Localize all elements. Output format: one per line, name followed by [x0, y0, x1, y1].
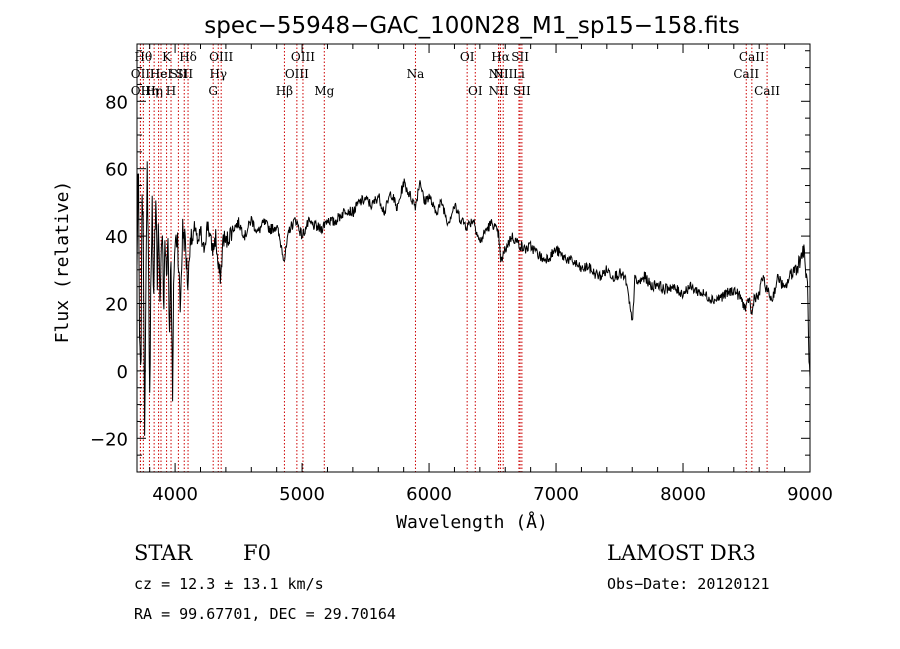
object-class: STAR: [134, 541, 193, 565]
x-tick-label: 6000: [406, 484, 452, 505]
emission-line-label: Hγ: [209, 67, 227, 81]
plot-frame: [136, 43, 811, 473]
x-tick-label: 4000: [152, 484, 198, 505]
emission-line-label: H: [166, 84, 176, 98]
emission-line-label: Hβ: [276, 84, 293, 98]
emission-line-label: CaII: [739, 50, 765, 64]
x-axis-label: Wavelength (Å): [396, 511, 548, 533]
x-tick-label: 9000: [787, 484, 833, 505]
y-tick-label: 20: [105, 294, 128, 315]
y-axis-ticks: −20 0 20 40 60 80: [90, 50, 810, 473]
x-tick-label: 5000: [279, 484, 325, 505]
y-axis-label: Flux (relative): [52, 181, 73, 344]
x-tick-label: 8000: [660, 484, 706, 505]
spectrum-trace-group: [136, 161, 811, 436]
emission-line-label: Na: [407, 67, 425, 81]
emission-line-label: Mg: [314, 84, 334, 98]
emission-line-markers: [139, 44, 768, 472]
y-tick-label: 0: [117, 362, 128, 383]
x-axis-ticks: 4000 5000 6000 7000 8000 9000: [149, 44, 833, 505]
emission-line-label: CaII: [733, 67, 759, 81]
emission-line-label: G: [208, 84, 218, 98]
emission-line-label: SII: [170, 67, 188, 81]
y-tick-label: 60: [105, 160, 128, 181]
emission-line-label: HeI: [150, 67, 173, 81]
y-tick-label: −20: [90, 429, 128, 450]
x-tick-label: 7000: [533, 484, 579, 505]
sky-coordinates: RA = 99.67701, DEC = 29.70164: [134, 605, 396, 623]
emission-line-labels: OIIOIIHθHηHηHeHeIKHSIISIIHδGHγOIIIHβOIII…: [131, 50, 780, 98]
spectrum-trace: [136, 161, 811, 436]
emission-line-label: OIII: [209, 50, 233, 64]
emission-line-label: Hδ: [179, 50, 197, 64]
emission-line-label: Hα: [491, 50, 510, 64]
y-tick-label: 80: [105, 92, 128, 113]
emission-line-label: CaII: [754, 84, 780, 98]
emission-line-label: SII: [175, 67, 193, 81]
observation-date: Obs−Date: 20120121: [607, 575, 770, 593]
emission-line-label: Hθ: [134, 50, 152, 64]
emission-line-label: OII: [131, 84, 151, 98]
emission-line-label: NII: [489, 67, 509, 81]
emission-line-label: SII: [513, 84, 531, 98]
emission-line-label: OII: [131, 67, 151, 81]
emission-line-label: SII: [511, 50, 529, 64]
emission-line-label: NII: [489, 84, 509, 98]
emission-line-label: OI: [468, 84, 483, 98]
emission-line-label: OIII: [291, 50, 315, 64]
emission-line-label: K: [162, 50, 172, 64]
object-subclass: F0: [243, 541, 271, 565]
y-tick-label: 40: [105, 227, 128, 248]
redshift-velocity: cz = 12.3 ± 13.1 km/s: [134, 575, 324, 593]
emission-line-label: Hη: [145, 84, 163, 98]
emission-line-label: Li: [513, 67, 525, 81]
chart-title: spec−55948−GAC_100N28_M1_sp15−158.fits: [204, 13, 739, 39]
survey-name: LAMOST DR3: [607, 541, 756, 565]
emission-line-label: OIII: [285, 67, 309, 81]
emission-line-label: Hη: [141, 84, 159, 98]
emission-line-label: NII: [493, 67, 513, 81]
emission-line-label: He: [150, 67, 168, 81]
emission-line-label: OI: [460, 50, 475, 64]
